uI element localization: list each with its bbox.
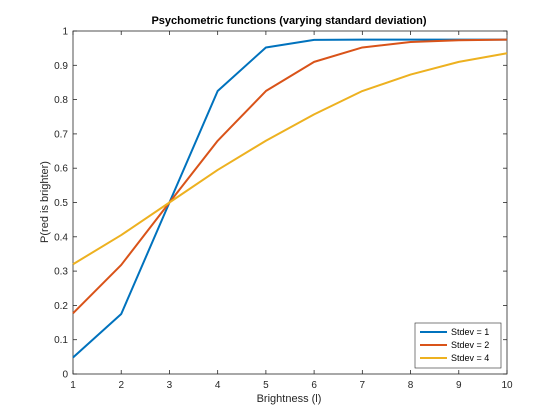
x-tick-label: 1 <box>70 380 76 391</box>
y-tick-label: 0.9 <box>54 61 68 72</box>
x-axis-label: Brightness (l) <box>257 393 322 405</box>
y-tick-label: 1 <box>62 27 68 38</box>
x-tick-label: 9 <box>456 380 462 391</box>
series-line <box>72 38 508 314</box>
y-tick-label: 0 <box>62 370 68 381</box>
x-tick-label: 7 <box>360 380 366 391</box>
y-tick-label: 0.5 <box>54 198 68 209</box>
legend-label: Stdev = 1 <box>451 327 489 337</box>
x-tick-label: 4 <box>215 380 221 391</box>
x-tick-label: 8 <box>408 380 414 391</box>
y-axis-label: P(red is brighter) <box>39 161 51 243</box>
plot-area: 1 2 3 4 5 6 7 8 9 10 0 0.1 0.2 0.3 0.4 0.5 0.6 0.7 0.8 0.9 1 <box>54 27 513 392</box>
legend-label: Stdev = 2 <box>451 340 489 350</box>
x-tick-label: 10 <box>501 380 513 391</box>
legend-label: Stdev = 4 <box>451 353 489 363</box>
y-tick-label: 0.2 <box>54 301 68 312</box>
y-tick-label: 0.7 <box>54 129 68 140</box>
legend: Stdev = 1 Stdev = 2 Stdev = 4 <box>414 322 502 369</box>
axes-box <box>72 30 508 375</box>
y-tick-label: 0.3 <box>54 267 68 278</box>
x-tick-label: 3 <box>167 380 173 391</box>
y-tick-label: 0.6 <box>54 164 68 175</box>
series-line <box>72 38 507 359</box>
y-tick-label: 0.1 <box>54 335 68 346</box>
x-tick-label: 5 <box>263 380 269 391</box>
series-line <box>72 52 508 266</box>
y-tick-label: 0.8 <box>54 95 68 106</box>
x-tick-label: 6 <box>311 380 317 391</box>
x-tick-label: 2 <box>118 380 124 391</box>
chart-title: Psychometric functions (varying standard… <box>151 15 426 27</box>
y-tick-label: 0.4 <box>54 232 68 243</box>
